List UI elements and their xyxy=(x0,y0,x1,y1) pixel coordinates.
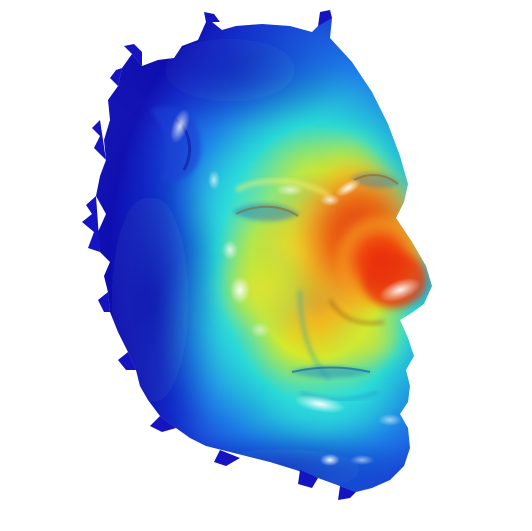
face-surface xyxy=(82,10,432,500)
ragged-edge-fringe xyxy=(82,10,356,500)
specular-highlights xyxy=(170,108,421,466)
